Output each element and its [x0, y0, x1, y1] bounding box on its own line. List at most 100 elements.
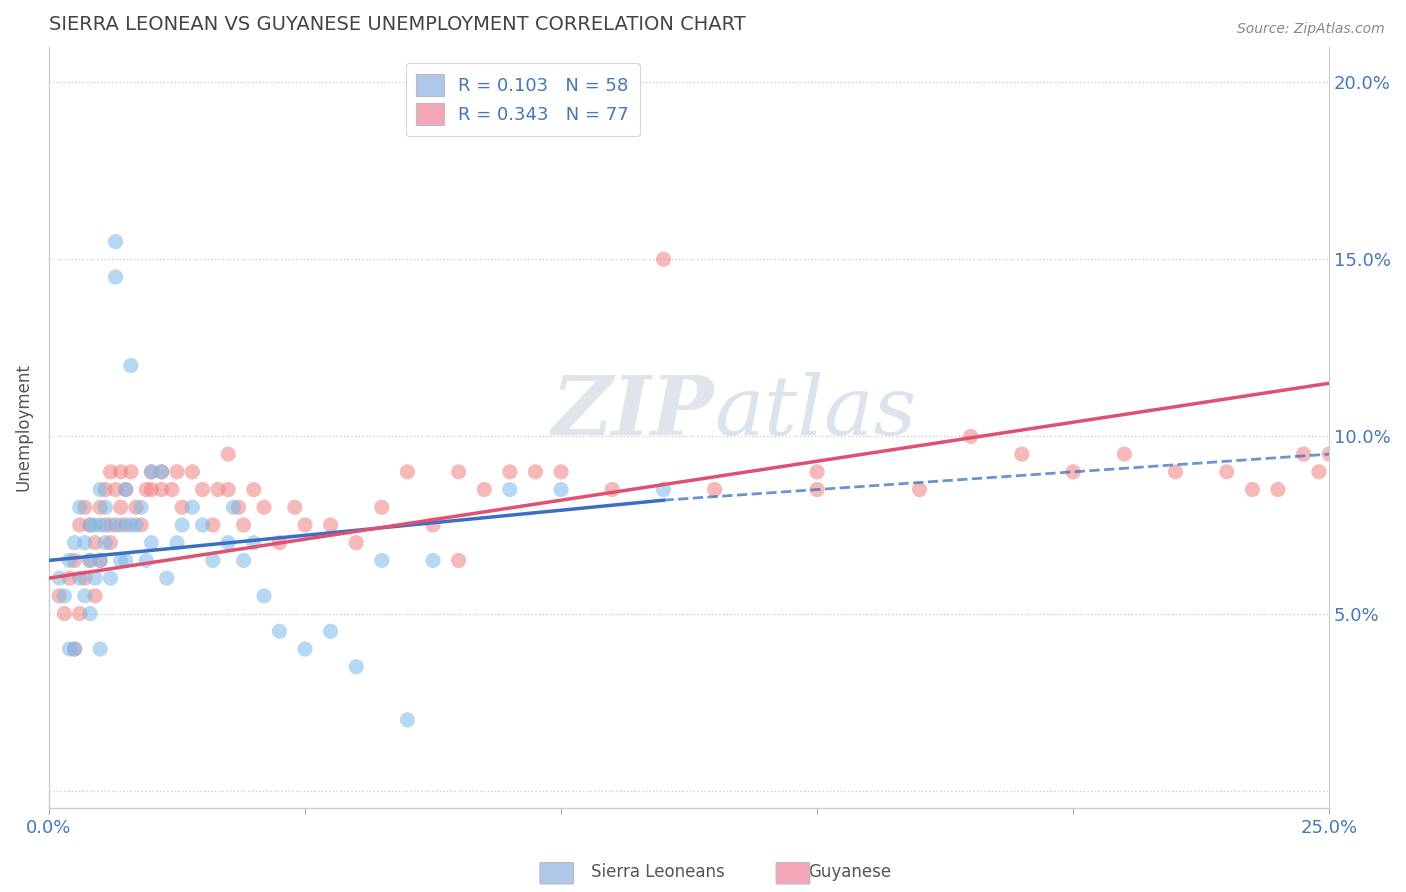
Point [652, 483, 675, 497]
Point [79, 518, 101, 533]
Point [69, 571, 91, 585]
Point [125, 500, 148, 515]
Point [114, 553, 136, 567]
Point [84, 571, 107, 585]
Text: ZIP: ZIP [553, 372, 714, 452]
Point [110, 465, 132, 479]
Point [1164, 465, 1187, 479]
Legend: R = 0.103   N = 58, R = 0.343   N = 77: R = 0.103 N = 58, R = 0.343 N = 77 [406, 63, 640, 136]
Point [89, 500, 111, 515]
Point [160, 483, 183, 497]
Point [1114, 447, 1136, 461]
Point [908, 483, 931, 497]
Point [294, 642, 316, 657]
Point [269, 624, 291, 639]
Point [141, 465, 163, 479]
Point [499, 465, 522, 479]
Point [600, 483, 623, 497]
Point [69, 518, 91, 533]
Point [73, 589, 96, 603]
Point [125, 518, 148, 533]
Point [253, 500, 276, 515]
Point [110, 500, 132, 515]
Point [110, 553, 132, 567]
Point [181, 500, 204, 515]
Point [1215, 465, 1237, 479]
Point [253, 589, 276, 603]
Point [79, 553, 101, 567]
Point [141, 465, 163, 479]
Point [58, 571, 80, 585]
Point [217, 483, 239, 497]
Point [63, 642, 86, 657]
Point [371, 553, 394, 567]
Point [79, 553, 101, 567]
Point [110, 518, 132, 533]
Point [217, 535, 239, 549]
Point [191, 483, 214, 497]
Point [806, 465, 828, 479]
Point [396, 465, 419, 479]
Point [79, 607, 101, 621]
Point [269, 535, 291, 549]
Point [94, 483, 117, 497]
Point [141, 535, 163, 549]
Point [1317, 447, 1340, 461]
Point [447, 465, 470, 479]
Point [104, 235, 127, 249]
Point [499, 483, 522, 497]
Point [63, 553, 86, 567]
Point [135, 483, 157, 497]
Point [1241, 483, 1264, 497]
Text: Guyanese: Guyanese [808, 863, 891, 881]
Point [141, 483, 163, 497]
Point [1292, 447, 1315, 461]
Point [150, 465, 173, 479]
Point [232, 553, 254, 567]
Point [48, 571, 70, 585]
Point [284, 500, 307, 515]
Point [652, 252, 675, 267]
Point [243, 535, 266, 549]
Point [89, 642, 111, 657]
Point [63, 535, 86, 549]
Point [135, 553, 157, 567]
Point [201, 553, 224, 567]
Point [243, 483, 266, 497]
Point [396, 713, 419, 727]
Point [69, 500, 91, 515]
Point [89, 483, 111, 497]
Point [84, 535, 107, 549]
Point [100, 465, 122, 479]
Point [53, 607, 76, 621]
Text: Source: ZipAtlas.com: Source: ZipAtlas.com [1237, 22, 1385, 37]
Point [114, 518, 136, 533]
Point [73, 500, 96, 515]
Point [100, 571, 122, 585]
Point [319, 624, 342, 639]
Point [166, 535, 188, 549]
Text: SIERRA LEONEAN VS GUYANESE UNEMPLOYMENT CORRELATION CHART: SIERRA LEONEAN VS GUYANESE UNEMPLOYMENT … [49, 15, 745, 34]
Point [100, 518, 122, 533]
Point [73, 571, 96, 585]
Point [63, 642, 86, 657]
Point [472, 483, 495, 497]
Point [48, 589, 70, 603]
Point [150, 483, 173, 497]
Point [524, 465, 547, 479]
Point [1062, 465, 1084, 479]
Point [104, 518, 127, 533]
Point [181, 465, 204, 479]
Point [371, 500, 394, 515]
Point [84, 589, 107, 603]
Point [104, 483, 127, 497]
Point [222, 500, 245, 515]
Point [207, 483, 229, 497]
Point [58, 553, 80, 567]
Point [1011, 447, 1033, 461]
Point [201, 518, 224, 533]
Point [166, 465, 188, 479]
Point [217, 447, 239, 461]
Point [344, 659, 367, 673]
Point [94, 518, 117, 533]
